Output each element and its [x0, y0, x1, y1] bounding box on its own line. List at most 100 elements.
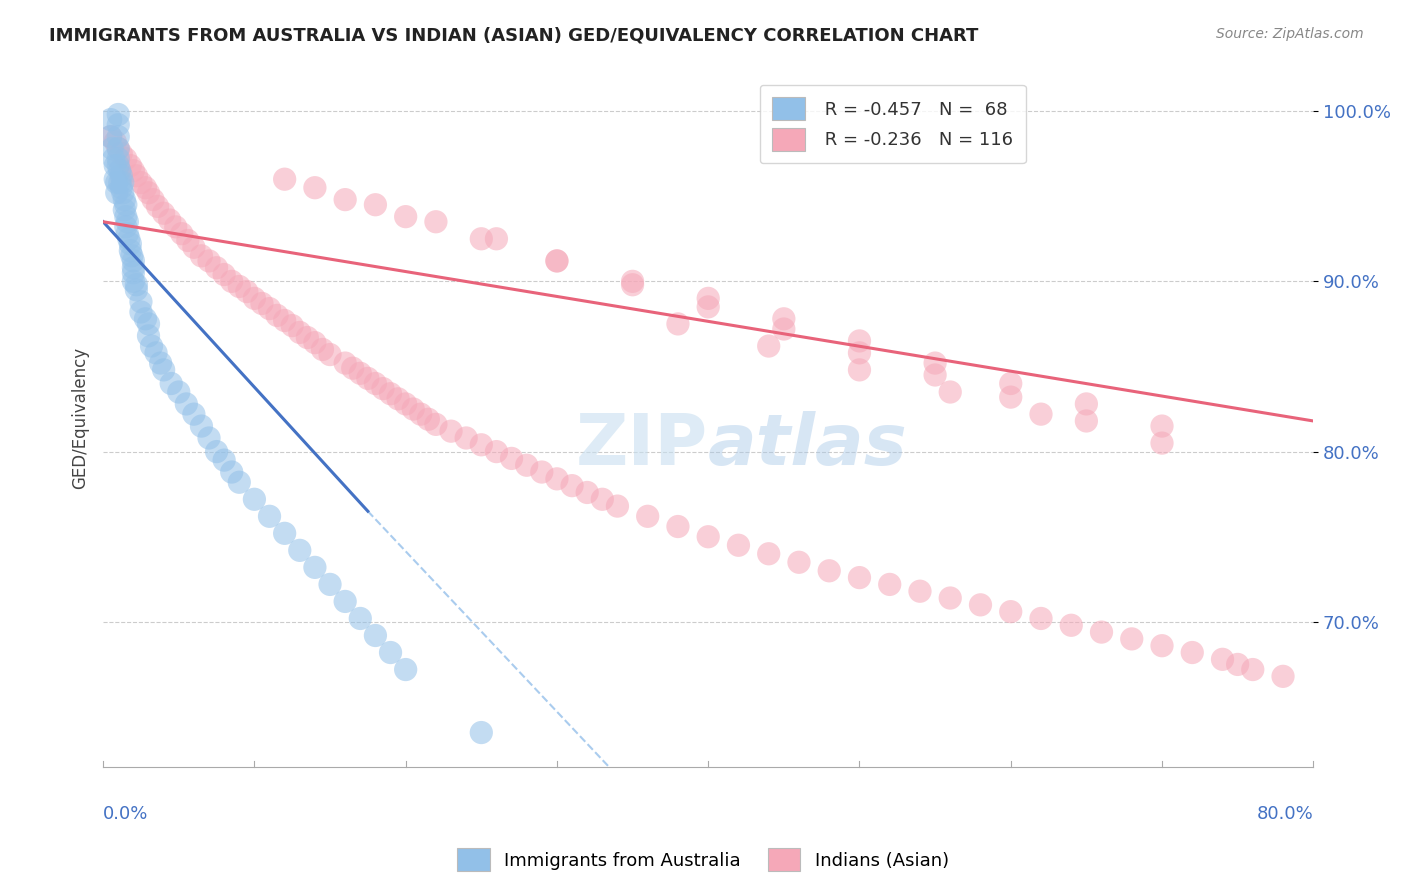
Y-axis label: GED/Equivalency: GED/Equivalency	[72, 346, 89, 489]
Point	[1241, 663, 1264, 677]
Text: Source: ZipAtlas.com: Source: ZipAtlas.com	[1216, 27, 1364, 41]
Point	[205, 260, 228, 275]
Point	[112, 193, 135, 207]
Point	[104, 172, 127, 186]
Point	[1000, 376, 1022, 391]
Point	[1272, 669, 1295, 683]
Point	[879, 577, 901, 591]
Point	[110, 146, 132, 161]
Point	[606, 499, 628, 513]
Legend:  R = -0.457   N =  68,  R = -0.236   N = 116: R = -0.457 N = 68, R = -0.236 N = 116	[759, 85, 1026, 163]
Point	[666, 317, 689, 331]
Point	[100, 129, 122, 144]
Point	[697, 530, 720, 544]
Point	[470, 725, 492, 739]
Point	[107, 107, 129, 121]
Point	[288, 326, 311, 340]
Point	[546, 472, 568, 486]
Point	[236, 285, 259, 299]
Point	[152, 363, 174, 377]
Point	[395, 397, 418, 411]
Point	[485, 232, 508, 246]
Point	[364, 376, 387, 391]
Point	[371, 382, 394, 396]
Point	[125, 277, 148, 292]
Point	[387, 392, 409, 406]
Point	[530, 465, 553, 479]
Point	[198, 431, 221, 445]
Point	[1029, 611, 1052, 625]
Point	[221, 465, 243, 479]
Point	[190, 249, 212, 263]
Point	[122, 254, 145, 268]
Point	[409, 407, 432, 421]
Point	[425, 215, 447, 229]
Point	[259, 301, 281, 316]
Point	[304, 560, 326, 574]
Point	[288, 543, 311, 558]
Point	[380, 386, 402, 401]
Point	[134, 180, 156, 194]
Point	[1000, 390, 1022, 404]
Point	[152, 206, 174, 220]
Point	[561, 478, 583, 492]
Text: ZIP: ZIP	[576, 411, 709, 480]
Point	[485, 444, 508, 458]
Point	[1150, 419, 1173, 434]
Point	[108, 163, 131, 178]
Point	[395, 210, 418, 224]
Point	[159, 213, 181, 227]
Point	[1076, 414, 1098, 428]
Point	[281, 318, 304, 333]
Point	[141, 339, 163, 353]
Point	[546, 254, 568, 268]
Point	[114, 219, 136, 234]
Point	[228, 475, 250, 490]
Point	[848, 334, 870, 348]
Point	[138, 317, 160, 331]
Point	[266, 309, 288, 323]
Point	[228, 279, 250, 293]
Point	[304, 335, 326, 350]
Point	[105, 186, 128, 200]
Point	[787, 555, 810, 569]
Point	[183, 240, 205, 254]
Point	[114, 198, 136, 212]
Point	[273, 172, 295, 186]
Point	[621, 274, 644, 288]
Point	[357, 371, 380, 385]
Point	[101, 142, 124, 156]
Point	[167, 384, 190, 399]
Point	[129, 305, 152, 319]
Point	[1121, 632, 1143, 646]
Point	[425, 417, 447, 432]
Point	[418, 412, 440, 426]
Point	[848, 571, 870, 585]
Point	[114, 152, 136, 166]
Point	[772, 311, 794, 326]
Point	[621, 277, 644, 292]
Point	[591, 492, 613, 507]
Point	[924, 368, 946, 382]
Point	[501, 451, 523, 466]
Point	[105, 176, 128, 190]
Point	[666, 519, 689, 533]
Point	[149, 356, 172, 370]
Point	[134, 311, 156, 326]
Point	[145, 346, 167, 360]
Point	[100, 129, 122, 144]
Point	[349, 611, 371, 625]
Point	[546, 254, 568, 268]
Point	[297, 330, 319, 344]
Point	[1150, 436, 1173, 450]
Point	[205, 444, 228, 458]
Point	[1090, 625, 1112, 640]
Point	[107, 159, 129, 173]
Point	[183, 407, 205, 421]
Point	[138, 186, 160, 200]
Point	[349, 366, 371, 380]
Point	[848, 346, 870, 360]
Point	[364, 198, 387, 212]
Point	[165, 219, 187, 234]
Point	[273, 526, 295, 541]
